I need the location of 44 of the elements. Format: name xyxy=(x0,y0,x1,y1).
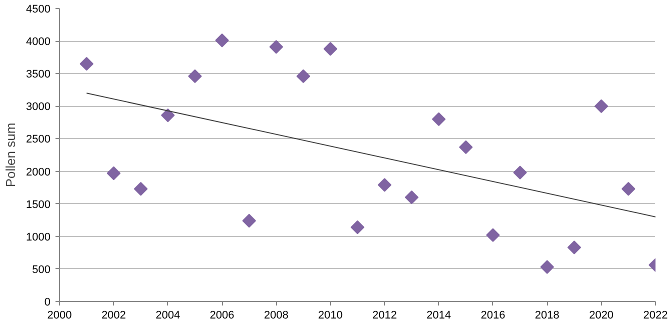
point xyxy=(324,42,338,56)
y-tick-label: 3500 xyxy=(26,68,51,81)
y-tick-label: 4000 xyxy=(26,36,51,48)
point xyxy=(378,178,392,192)
y-tick-label: 500 xyxy=(32,264,51,276)
point xyxy=(269,40,284,54)
point xyxy=(459,140,473,154)
point xyxy=(567,240,582,254)
x-tick-label: 2018 xyxy=(534,310,560,321)
point xyxy=(134,182,148,196)
point xyxy=(513,166,527,180)
x-tick-label: 2016 xyxy=(480,310,506,321)
x-tick-label: 2014 xyxy=(426,310,452,321)
y-tick-label: 4500 xyxy=(26,4,51,16)
y-tick-label: 0 xyxy=(44,296,51,308)
x-tick-label: 2006 xyxy=(210,310,234,321)
point xyxy=(296,69,310,84)
point xyxy=(161,108,175,122)
point xyxy=(106,166,121,180)
y-tick-label: 2000 xyxy=(26,166,51,178)
y-tick-label: 2500 xyxy=(26,134,51,146)
point xyxy=(188,69,202,84)
point xyxy=(432,112,446,126)
y-tick-label: 1500 xyxy=(26,198,51,211)
x-tick-label: 2000 xyxy=(47,310,72,321)
x-tick-label: 2022 xyxy=(643,310,668,321)
point xyxy=(404,190,419,204)
y-tick-label: 3000 xyxy=(26,101,51,114)
x-tick-label: 2020 xyxy=(589,310,614,321)
point xyxy=(486,228,500,242)
point xyxy=(215,34,229,48)
y-axis-title: Pollen sum xyxy=(3,122,18,188)
point xyxy=(594,99,608,114)
point xyxy=(242,214,256,228)
point xyxy=(80,56,94,71)
x-tick-label: 2004 xyxy=(156,310,180,321)
point xyxy=(540,260,554,274)
point xyxy=(350,220,364,234)
point xyxy=(622,182,636,196)
x-tick-label: 2010 xyxy=(318,310,343,321)
x-tick-label: 2012 xyxy=(372,310,397,321)
y-tick-label: 1000 xyxy=(26,231,51,244)
x-tick-label: 2002 xyxy=(101,310,126,321)
x-tick-label: 2008 xyxy=(264,310,288,321)
